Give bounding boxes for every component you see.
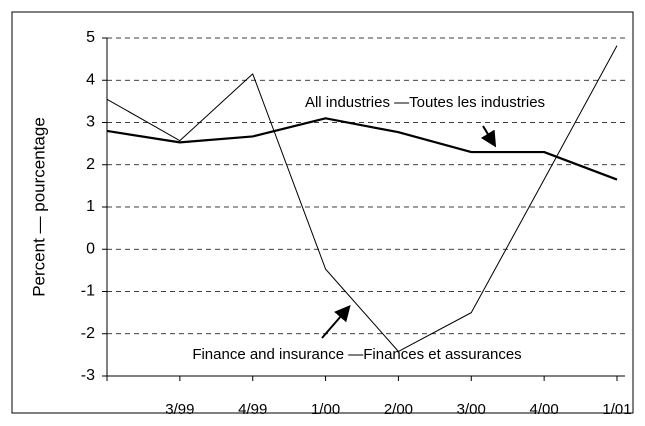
y-tick-label: -3 xyxy=(81,367,95,384)
x-tick-label: 2/00 xyxy=(384,401,413,418)
x-tick-label: 4/00 xyxy=(530,401,559,418)
x-tick-label: 3/99 xyxy=(165,401,194,418)
x-tick-label: 4/99 xyxy=(238,401,267,418)
x-tick-label: 1/00 xyxy=(311,401,340,418)
annotation-arrow xyxy=(321,304,351,339)
x-tick-label: 1/01 xyxy=(602,401,631,418)
series-line xyxy=(106,45,618,352)
y-tick-label: 4 xyxy=(86,71,95,88)
y-tick-label: 3 xyxy=(86,114,95,131)
chart-border xyxy=(11,11,634,414)
y-tick-label: 5 xyxy=(86,29,95,46)
series-annotation: All industries —Toutes les industries xyxy=(305,94,545,111)
series-line xyxy=(106,117,618,181)
y-tick-label: -2 xyxy=(81,325,95,342)
y-tick-label: 2 xyxy=(86,156,95,173)
x-tick-label: 3/00 xyxy=(457,401,486,418)
y-tick-label: 0 xyxy=(86,240,95,257)
annotation-arrow xyxy=(480,125,497,148)
y-tick-label: -1 xyxy=(81,283,95,300)
y-tick-label: 1 xyxy=(86,198,95,215)
series-annotation: Finance and insurance —Finances et assur… xyxy=(192,346,521,363)
y-axis-label: Percent — pourcentage xyxy=(29,117,48,297)
